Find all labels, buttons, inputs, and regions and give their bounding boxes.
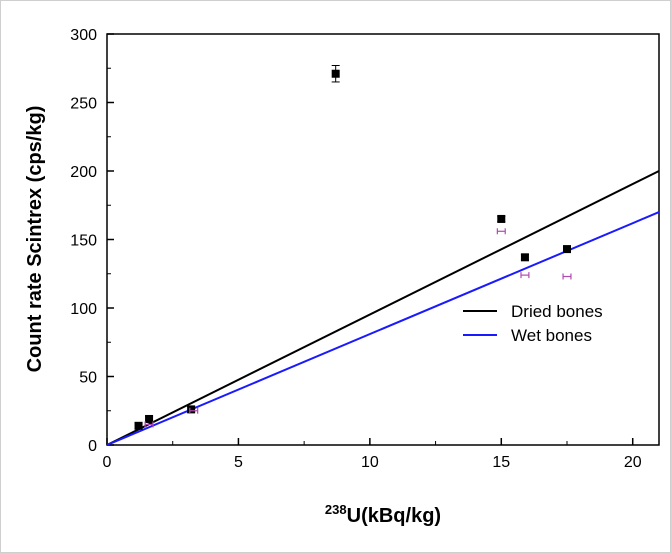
x-axis-title-superscript: 238 — [325, 502, 347, 517]
y-tick-label: 0 — [88, 438, 97, 455]
x-axis-title: 238U(kBq/kg) — [325, 502, 441, 527]
data-point — [187, 405, 196, 414]
plot-box — [106, 33, 660, 446]
legend: Dried bones Wet bones — [463, 302, 603, 345]
data-point — [497, 214, 506, 223]
x-tick-label: 15 — [492, 454, 510, 471]
chart-marks — [106, 65, 660, 446]
data-point — [331, 69, 340, 78]
y-tick-label: 150 — [70, 233, 97, 250]
legend-label: Wet bones — [511, 326, 592, 345]
x-tick-label: 5 — [234, 454, 243, 471]
y-axis-title: Count rate Scintrex (cps/kg) — [24, 106, 46, 373]
y-tick-label: 50 — [79, 370, 97, 387]
legend-label: Dried bones — [511, 302, 603, 321]
x-tick-label: 0 — [103, 454, 112, 471]
x-tick-label: 20 — [624, 454, 642, 471]
data-point — [563, 245, 571, 254]
data-point — [145, 414, 154, 423]
y-tick-label: 100 — [70, 301, 97, 318]
y-tick-label: 200 — [70, 164, 97, 181]
data-point — [520, 253, 529, 262]
fit-line — [106, 170, 660, 446]
data-point — [134, 421, 143, 430]
x-axis-title-main: U(kBq/kg) — [347, 505, 441, 527]
plot-area — [106, 33, 660, 446]
y-tick-label: 250 — [70, 96, 97, 113]
y-tick-label: 300 — [70, 27, 97, 44]
x-tick-label: 10 — [361, 454, 379, 471]
